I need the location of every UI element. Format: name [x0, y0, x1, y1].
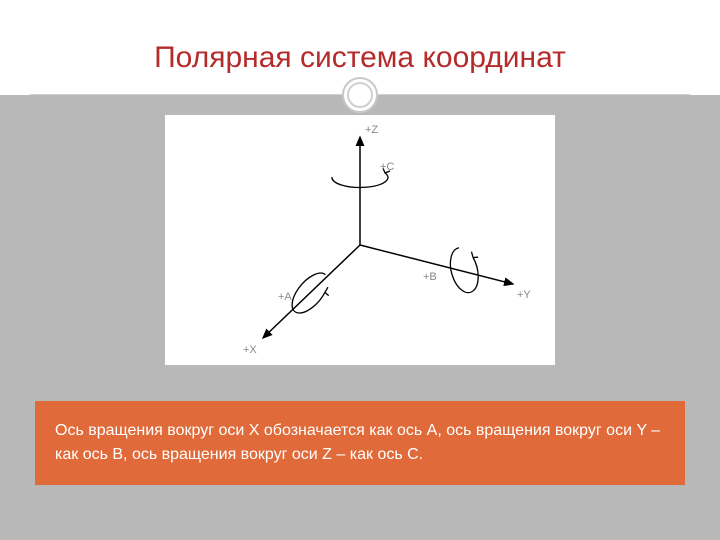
title-area: Полярная система координат	[0, 0, 720, 95]
c-rotation-label: +C	[380, 161, 394, 173]
axes-diagram: +Z +C +Y +B +X +A	[165, 115, 555, 365]
z-axis-label: +Z	[365, 124, 378, 136]
a-rotation-label: +A	[278, 291, 292, 303]
b-rotation-label: +B	[423, 271, 437, 283]
b-rotation-icon	[446, 244, 487, 296]
a-rotation-icon	[285, 267, 337, 322]
y-axis-label: +Y	[517, 289, 531, 301]
circle-ornament-icon	[342, 77, 378, 113]
page-title: Полярная система координат	[154, 21, 566, 75]
caption-text: Ось вращения вокруг оси X обозначается к…	[55, 422, 660, 463]
content-area: +Z +C +Y +B +X +A	[0, 95, 720, 540]
x-axis-label: +X	[243, 344, 257, 356]
caption-box: Ось вращения вокруг оси X обозначается к…	[35, 401, 685, 485]
diagram-box: +Z +C +Y +B +X +A	[165, 115, 555, 365]
